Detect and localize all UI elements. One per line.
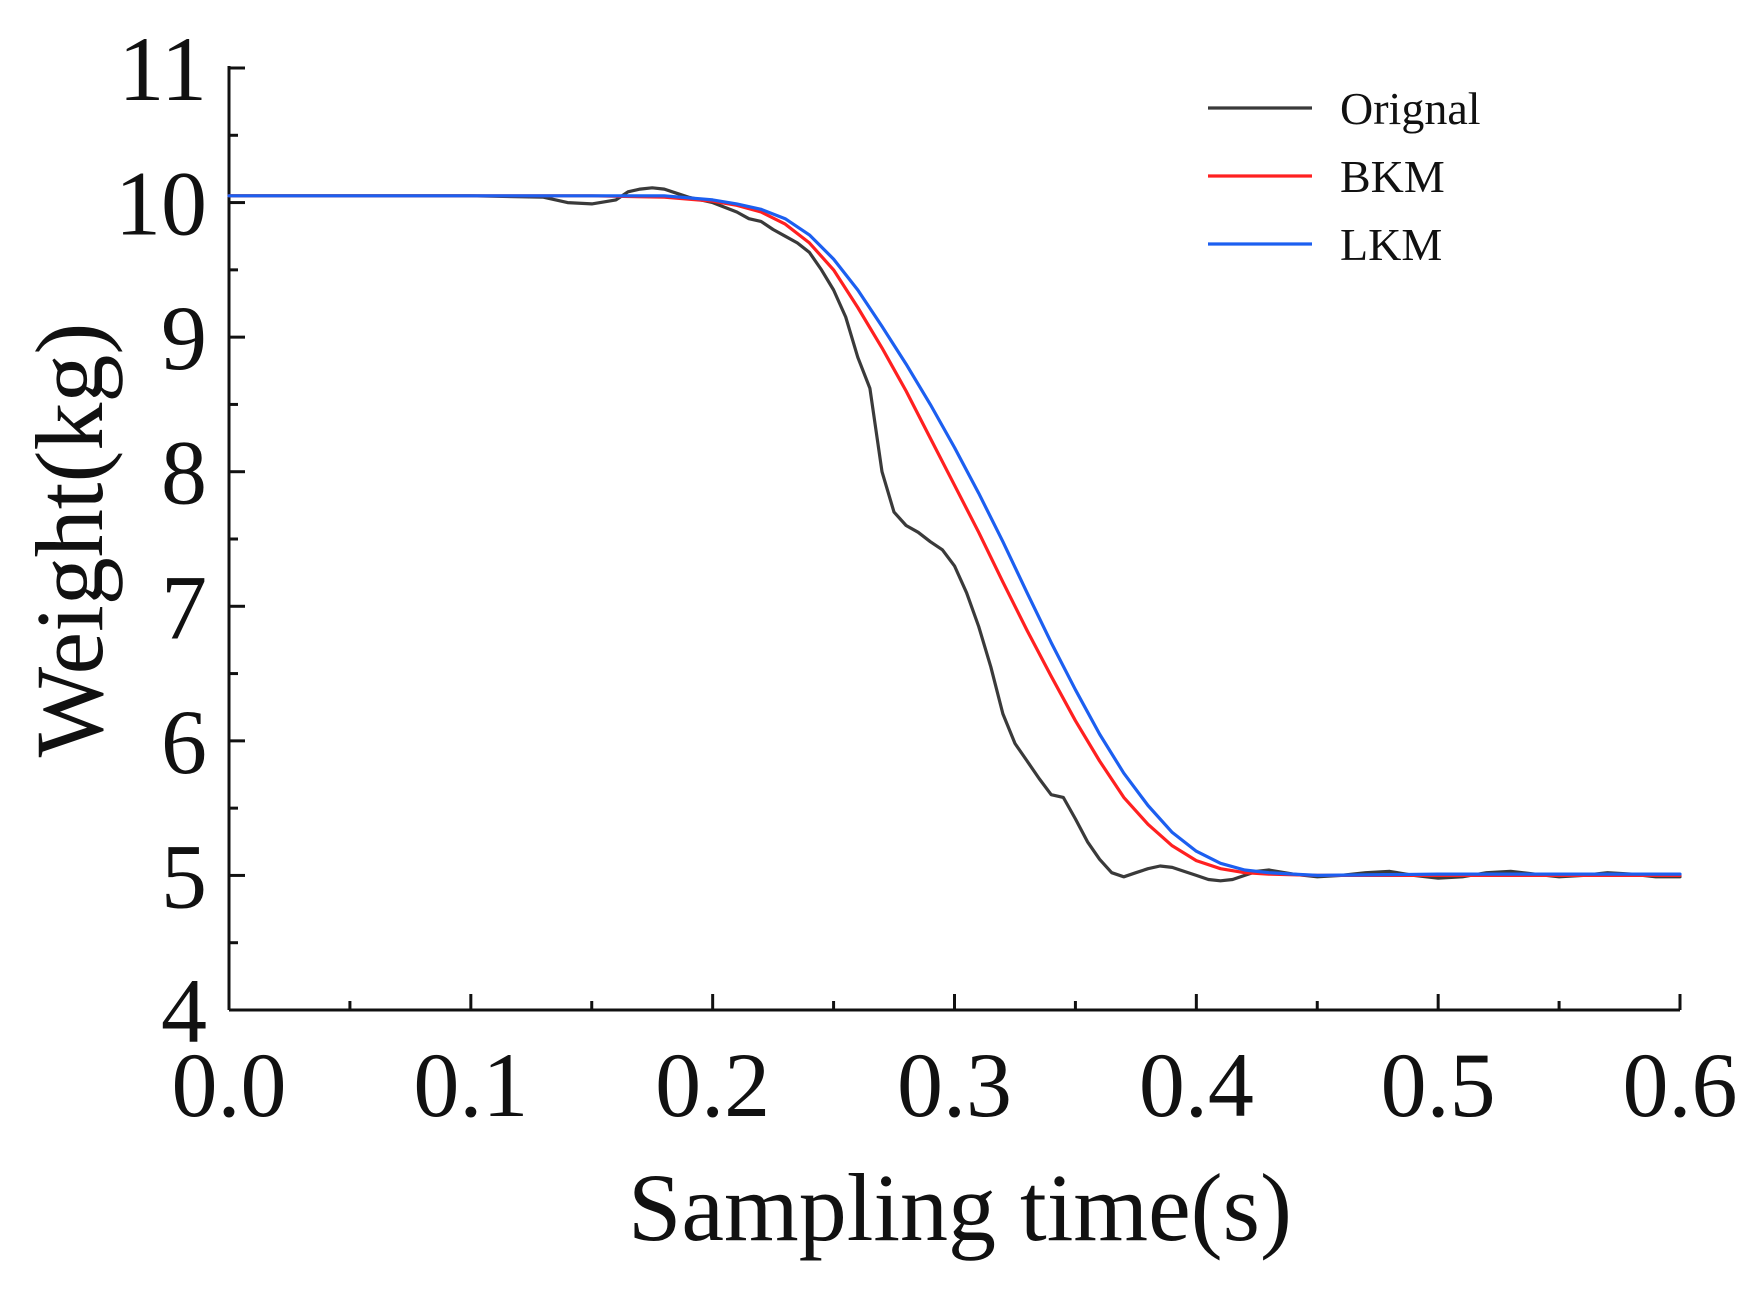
y-tick-label: 9	[161, 287, 207, 389]
series-line-orignal	[227, 186, 1682, 883]
x-tick-label: 0.1	[413, 1034, 528, 1136]
y-axis-title: Weight(kg)	[16, 323, 123, 758]
x-tick-label: 0.5	[1381, 1034, 1496, 1136]
y-tick-label: 6	[161, 691, 207, 793]
legend-label-bkm: BKM	[1340, 151, 1445, 202]
legend: Orignal BKM LKM	[1208, 83, 1481, 270]
legend-label-orignal: Orignal	[1340, 83, 1481, 134]
legend-label-lkm: LKM	[1340, 219, 1442, 270]
x-tick-label: 0.4	[1139, 1034, 1254, 1136]
x-tick-label: 0.0	[172, 1034, 287, 1136]
y-tick-label: 4	[161, 960, 207, 1062]
y-tick-label: 7	[161, 556, 207, 658]
axes: 4 5 6 7 8 9 10 11 0.0 0.1 0.2 0.3 0.4 0.5 0.6	[115, 18, 1738, 1136]
y-tick-label: 8	[161, 422, 207, 524]
x-tick-label: 0.2	[655, 1034, 770, 1136]
x-tick-label: 0.6	[1623, 1034, 1738, 1136]
y-tick-label: 11	[118, 18, 207, 120]
y-tick-label: 5	[161, 825, 207, 927]
series-lines	[227, 186, 1682, 883]
x-tick-label: 0.3	[897, 1034, 1012, 1136]
series-line-bkm	[227, 194, 1682, 878]
series-line-lkm	[227, 194, 1682, 878]
x-axis-title: Sampling time(s)	[628, 1154, 1292, 1261]
y-tick-label: 10	[115, 153, 207, 255]
